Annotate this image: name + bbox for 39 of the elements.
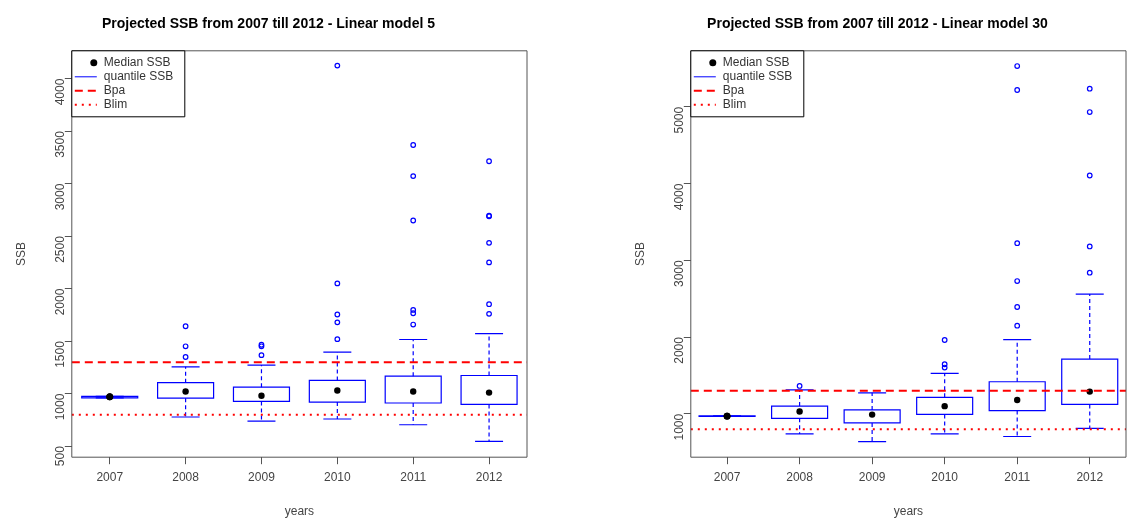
x-tick-label: 2010 bbox=[931, 469, 959, 484]
x-tick-label: 2011 bbox=[400, 469, 427, 484]
x-axis-title: years bbox=[284, 504, 315, 519]
x-tick-label: 2008 bbox=[786, 469, 814, 484]
x-tick-label: 2011 bbox=[1004, 469, 1031, 484]
x-tick-label: 2010 bbox=[323, 469, 351, 484]
legend-label: quantile SSB bbox=[103, 69, 174, 84]
y-tick-label: 4000 bbox=[53, 78, 68, 106]
x-tick-label: 2008 bbox=[172, 469, 200, 484]
y-tick-label: 2000 bbox=[672, 336, 687, 364]
y-tick-label: 3500 bbox=[53, 130, 68, 158]
y-tick-label: 1000 bbox=[672, 413, 687, 441]
x-axis-title: years bbox=[893, 504, 924, 519]
legend-label: Blim bbox=[103, 97, 128, 112]
y-tick-label: 4000 bbox=[672, 183, 687, 211]
x-tick-label: 2012 bbox=[475, 469, 503, 484]
legend-label: Bpa bbox=[722, 83, 745, 98]
x-tick-label: 2007 bbox=[713, 469, 741, 484]
legend-label: Median SSB bbox=[722, 55, 790, 70]
legend-label: Median SSB bbox=[103, 55, 171, 70]
x-tick-label: 2012 bbox=[1076, 469, 1104, 484]
y-tick-label: 1500 bbox=[53, 340, 68, 368]
y-tick-label: 2000 bbox=[53, 288, 68, 316]
y-tick-label: 1000 bbox=[53, 393, 68, 421]
legend-label: Bpa bbox=[103, 83, 126, 98]
legend-label: Blim bbox=[722, 97, 747, 112]
y-tick-label: 3000 bbox=[53, 183, 68, 211]
y-axis-title: SSB bbox=[13, 241, 28, 267]
y-tick-label: 5000 bbox=[672, 106, 687, 134]
y-tick-label: 500 bbox=[53, 445, 68, 467]
chart-title: Projected SSB from 2007 till 2012 - Linear model 5 bbox=[101, 15, 436, 32]
x-tick-label: 2009 bbox=[248, 469, 276, 484]
chart-title: Projected SSB from 2007 till 2012 - Linear model 30 bbox=[707, 15, 1049, 32]
legend-label: quantile SSB bbox=[722, 69, 793, 84]
x-tick-label: 2007 bbox=[96, 469, 124, 484]
y-tick-label: 2500 bbox=[53, 235, 68, 263]
y-tick-label: 3000 bbox=[672, 260, 687, 288]
y-axis-title: SSB bbox=[632, 241, 647, 267]
x-tick-label: 2009 bbox=[858, 469, 886, 484]
